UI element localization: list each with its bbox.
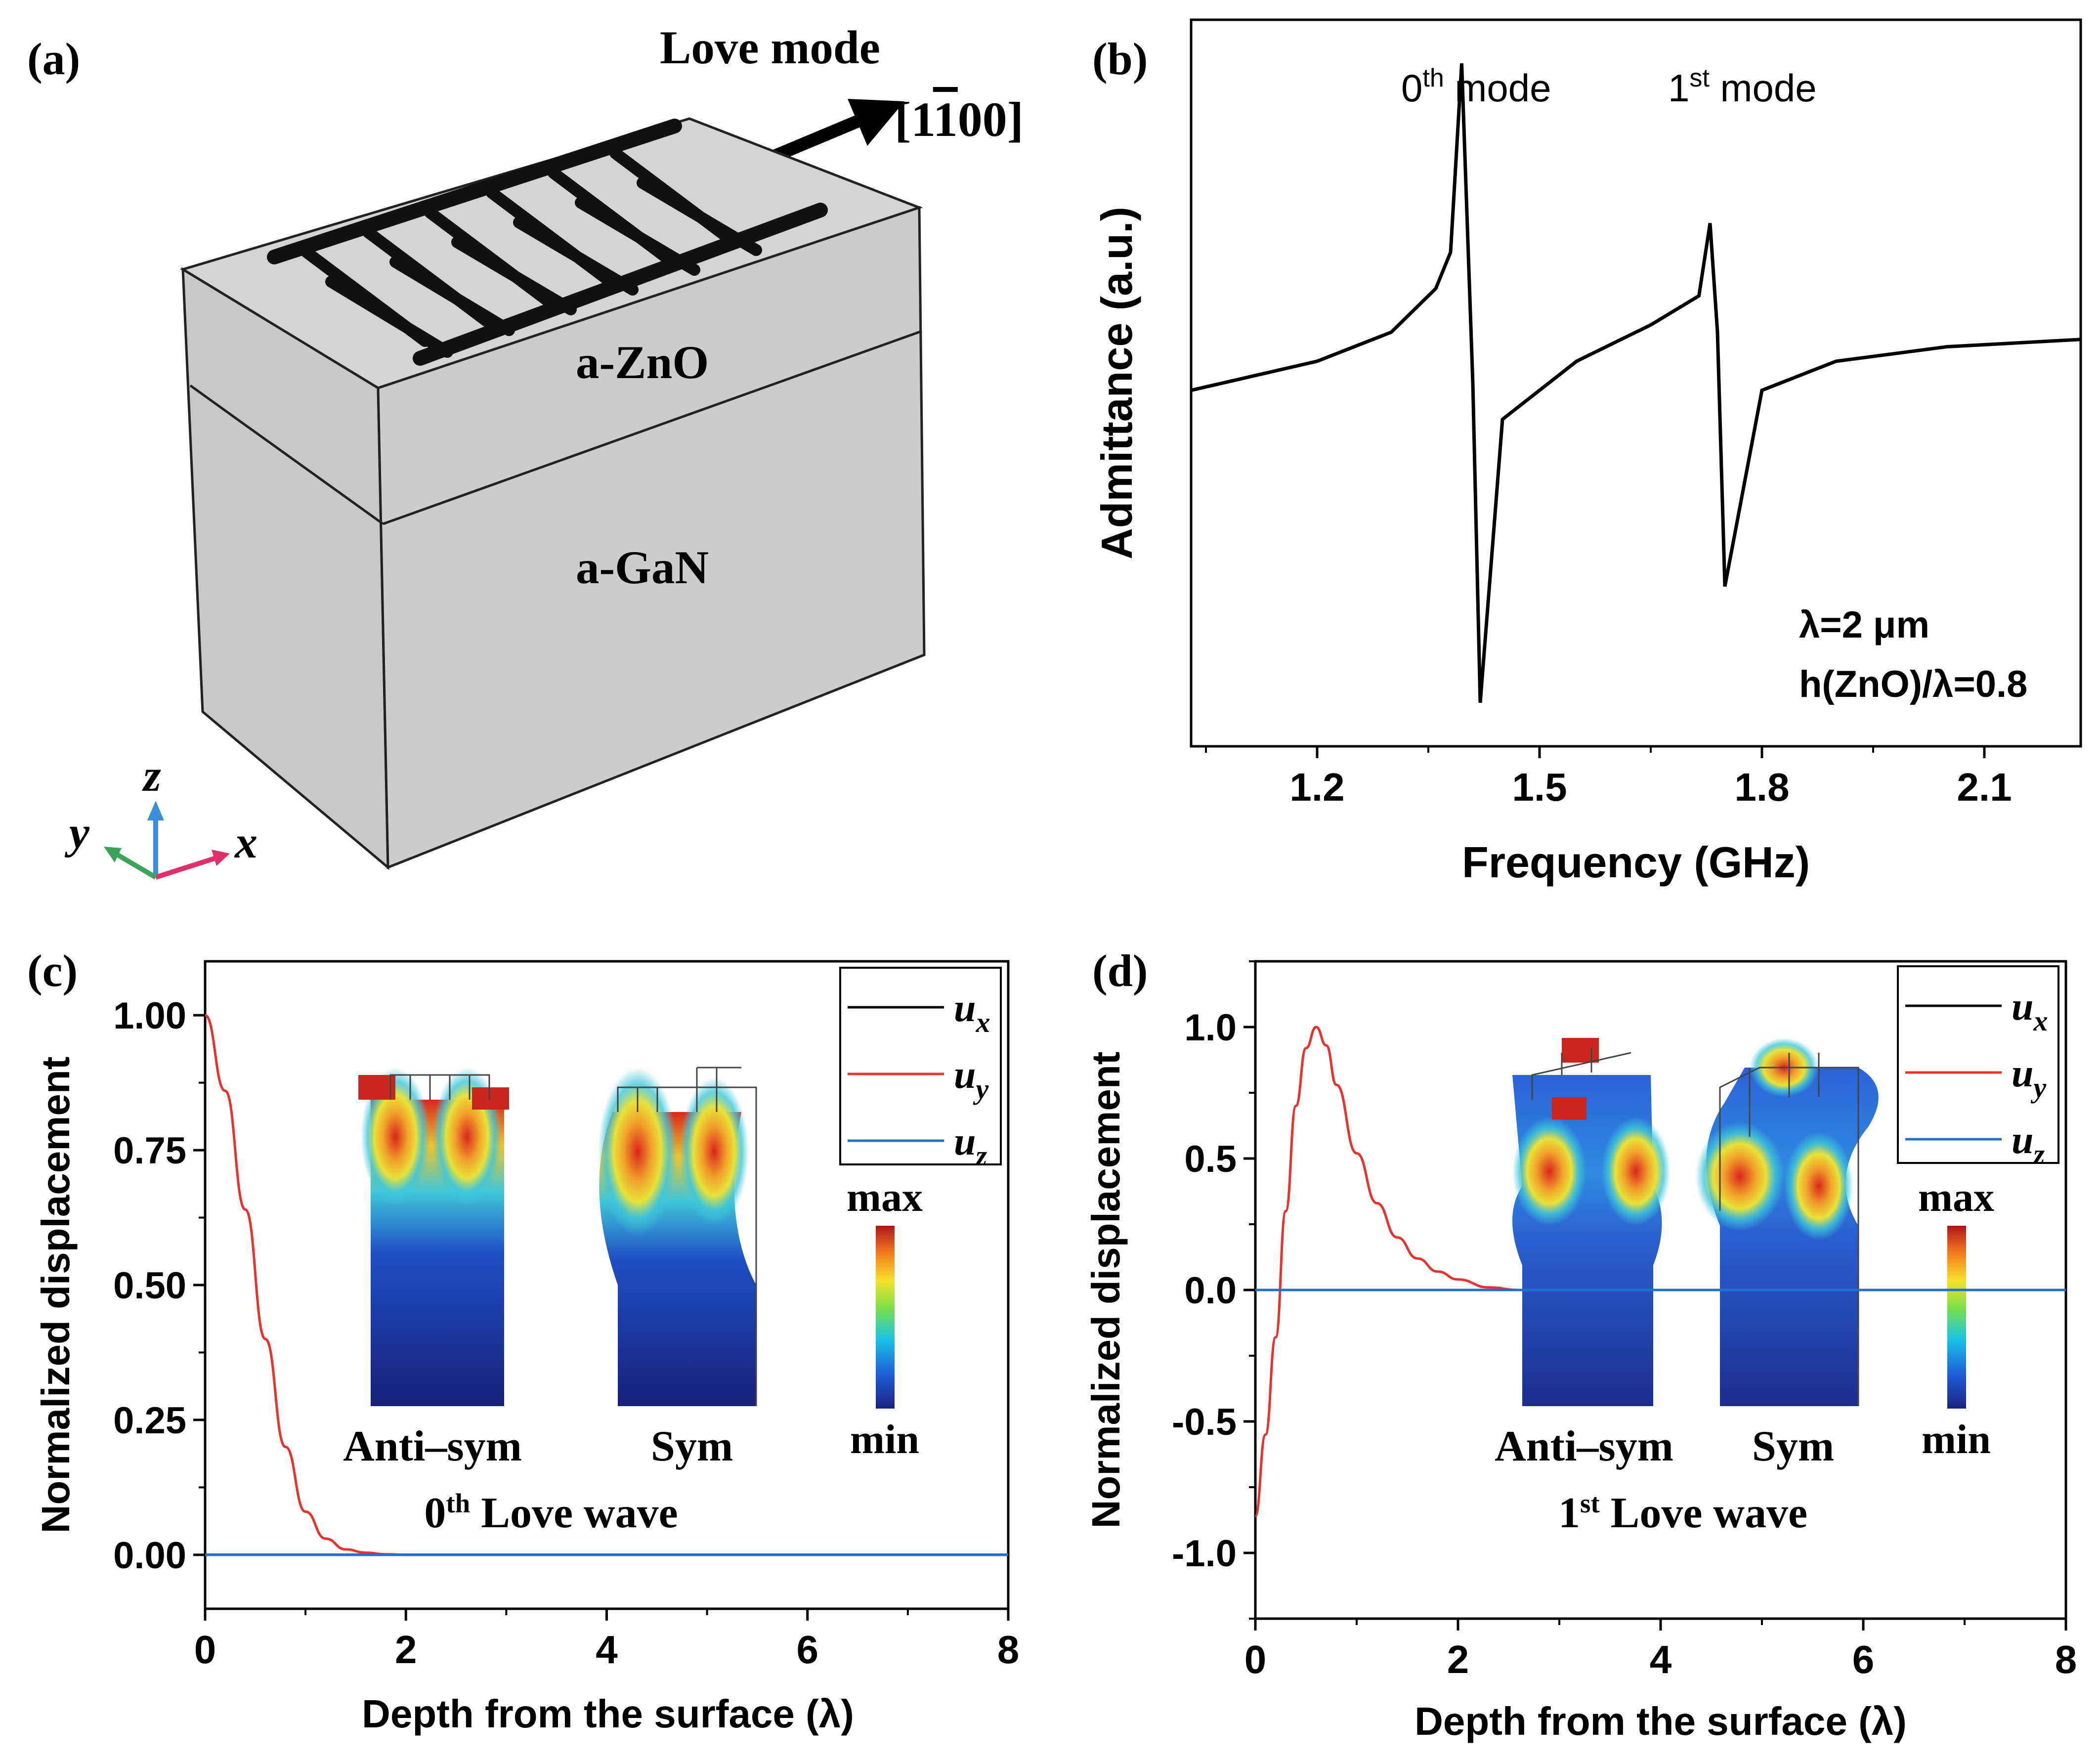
y-tick-label-c-3: 0.75 [113,1130,186,1172]
direction-label: [1100] [895,92,1024,147]
peak1-label: 1st mode [1668,64,1817,110]
param-wavelength: λ=2 μm [1799,604,1929,646]
y-axis-title-d: Normalized displacement [1084,1052,1128,1529]
colorbar-c-max: max [847,1174,923,1220]
panel-a-title: Love mode [660,21,880,74]
colorbar-c-min: min [850,1417,919,1462]
param-thickness-ratio: h(ZnO)/λ=0.8 [1799,663,2027,705]
panel-c: (c) 0 2 4 6 8 0.00 0.25 0.50 0.75 1.00 max min An… [27,945,1019,1736]
inset-c-left-label: Anti–sym [343,1422,522,1470]
x-axis-label: x [234,817,257,867]
x-tick-label-b-3: 2.1 [1957,765,2012,809]
peak0-label: 0th mode [1401,64,1551,110]
panel-d: (d) 0 2 4 6 8 -1.0 -0.5 0.0 0.5 1.0 max min Anti–… [1084,945,2077,1743]
inset-sym-0 [598,1067,757,1406]
colorbar-d-max: max [1918,1174,1994,1220]
panel-a: (a) Love mode [1100] [27,21,1024,880]
legend-label-uy: uy [954,1053,989,1105]
layer-bottom-label: a-GaN [576,541,709,594]
y-axis-arrow [112,850,157,880]
x-tick-label-c-2: 4 [596,1628,618,1672]
layer-boundary-left [189,384,384,525]
y-axis-label: y [64,807,90,858]
legend-label-uy: uy [2012,1052,2047,1104]
substrate-box [179,117,926,870]
y-axis-title: Admittance (a.u.) [1092,207,1141,559]
plot-c-curves [204,1014,1008,1556]
inset-antisym-1 [1512,1038,1671,1406]
layer-boundary-front [383,330,922,525]
y-tick-label-d-0: -1.0 [1172,1533,1237,1575]
legend-c: ux uy uz [839,967,1002,1172]
x-tick-label-d-3: 6 [1852,1637,1875,1681]
legend-box-d [1897,965,2059,1164]
panel-b: (b) 1.2 1.5 1.8 2.1 0th mode 1st mode λ=2 μ… [1092,18,2082,887]
legend-box-c [839,967,1002,1165]
inset-c-caption: 0th Love wave [424,1488,678,1537]
y-tick-label-c-1: 0.25 [113,1400,186,1442]
colorbar-c [876,1226,895,1409]
x-axis-title-d: Depth from the surface (λ) [1414,1699,1907,1743]
z-axis-label: z [142,750,161,801]
inset-sym-1 [1695,1038,1879,1406]
y-tick-label-c-0: 0.00 [113,1535,186,1577]
x-tick-label-c-1: 2 [395,1628,417,1672]
inset-d-caption: 1st Love wave [1558,1488,1807,1537]
plot-b-ticks: 1.2 1.5 1.8 2.1 [1205,746,2012,809]
x-tick-label-d-4: 8 [2055,1637,2077,1681]
panel-b-label: (b) [1092,34,1148,84]
x-tick-label-b-1: 1.5 [1512,765,1567,809]
x-axis-title-c: Depth from the surface (λ) [362,1692,854,1736]
legend-label-ux: ux [2012,985,2048,1037]
colorbar-d-min: min [1922,1417,1991,1462]
inset-d-left-label: Anti–sym [1495,1422,1673,1470]
inset-d-right-label: Sym [1752,1422,1834,1470]
plot-d-ticks: 0 2 4 6 8 -1.0 -0.5 0.0 0.5 1.0 [1172,960,2077,1681]
layer-top-label: a-ZnO [576,336,709,388]
legend-label-uz: uz [954,1120,987,1172]
y-tick-label-d-2: 0.0 [1184,1270,1237,1312]
coordinate-axes: z x y [64,750,257,880]
y-tick-label-d-1: -0.5 [1172,1401,1237,1443]
panel-d-label: (d) [1092,945,1148,996]
plot-d-curves [1254,1026,2066,1517]
x-tick-label-c-3: 6 [797,1628,819,1672]
legend-d: ux uy uz [1897,965,2059,1170]
propagation-arrow-head [848,99,904,146]
series-uy-d [1254,1026,2066,1517]
admittance-curve [1191,63,2081,703]
x-axis-arrow [155,855,218,880]
x-tick-label-c-0: 0 [194,1628,216,1672]
idt-electrodes [267,119,828,366]
panel-c-label: (c) [27,945,78,996]
inset-c-right-label: Sym [651,1422,733,1470]
y-axis-title-c: Normalized displacement [34,1057,78,1534]
x-tick-label-d-1: 2 [1447,1637,1469,1681]
y-tick-label-c-4: 1.00 [113,995,186,1037]
panel-a-label: (a) [27,34,80,84]
x-tick-label-b-2: 1.8 [1734,765,1789,809]
y-tick-label-c-2: 0.50 [113,1265,186,1307]
x-tick-label-d-0: 0 [1244,1637,1267,1681]
legend-label-ux: ux [954,987,990,1038]
y-tick-label-d-4: 1.0 [1184,1007,1237,1049]
x-tick-label-c-4: 8 [997,1628,1020,1672]
plot-b-frame [1190,18,2082,748]
box-front-face [377,206,926,869]
x-axis-title: Frequency (GHz) [1462,838,1810,887]
plot-c-ticks: 0 2 4 6 8 0.00 0.25 0.50 0.75 1.00 [113,995,1019,1672]
inset-antisym-0 [358,1068,509,1406]
colorbar-d [1947,1226,1966,1409]
x-tick-label-b-0: 1.2 [1289,765,1344,809]
legend-label-uz: uz [2012,1118,2045,1170]
y-tick-label-d-3: 0.5 [1184,1138,1237,1180]
x-tick-label-d-2: 4 [1650,1637,1672,1681]
